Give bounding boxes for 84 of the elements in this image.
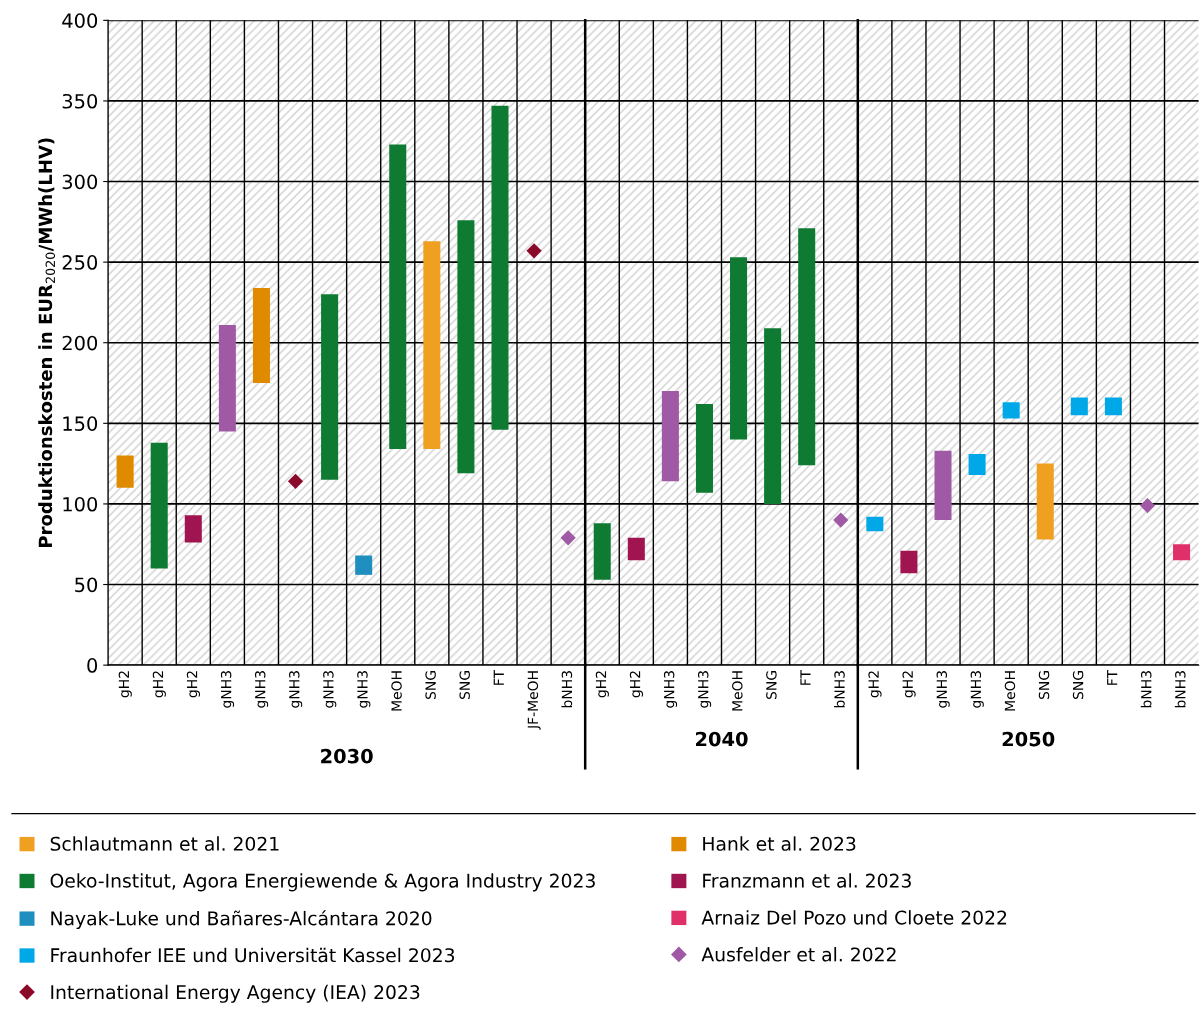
x-axis-title: 2050 xyxy=(1002,731,1055,747)
x-tick-label: gH2 xyxy=(902,671,916,698)
bar xyxy=(900,550,918,574)
legend-label: Schlautmann et al. 2021 xyxy=(50,836,279,851)
bar xyxy=(730,257,748,440)
bar xyxy=(1173,544,1191,561)
bar xyxy=(218,325,236,432)
bar xyxy=(423,241,441,450)
bar xyxy=(1070,397,1088,416)
bar xyxy=(184,515,202,543)
x-tick-label: gH2 xyxy=(152,671,166,698)
legend-label: Oeko-Institut, Agora Energiewende & Agora Industry 2023 xyxy=(50,873,595,892)
x-tick-label: FT xyxy=(1107,669,1118,685)
bar xyxy=(934,450,952,521)
y-tick-label: 50 xyxy=(75,577,98,593)
bar xyxy=(695,403,713,493)
bar xyxy=(252,287,270,384)
x-tick-label: FT xyxy=(800,669,811,685)
bar xyxy=(627,537,645,561)
bar xyxy=(866,516,884,532)
point xyxy=(287,473,304,489)
y-tick-label: 100 xyxy=(63,496,98,512)
bar xyxy=(457,220,475,474)
x-tick-label: gH2 xyxy=(186,671,201,698)
legend-label: Fraunhofer IEE und Universität Kassel 2023 xyxy=(51,947,455,963)
bar xyxy=(968,453,986,475)
x-tick-label: bNH3 xyxy=(834,671,845,708)
y-tick-label: 250 xyxy=(62,255,98,270)
bar xyxy=(321,294,339,480)
x-tick-label: gNH3 xyxy=(254,671,269,708)
x-tick-label: bNH3 xyxy=(1174,671,1186,708)
y-axis-title: Produktionskosten in EUR$_{2020}$/MWh(LHV) xyxy=(38,138,56,547)
legend-label: Ausfelder et al. 2022 xyxy=(701,947,896,962)
x-axis-title: 2030 xyxy=(321,748,373,764)
point xyxy=(560,530,576,546)
x-tick-label: gNH3 xyxy=(970,671,984,708)
x-tick-label: gH2 xyxy=(868,671,882,698)
bar xyxy=(593,523,611,580)
x-tick-label: gNH3 xyxy=(936,671,950,708)
x-tick-label: MeOH xyxy=(391,671,402,711)
bar xyxy=(764,328,782,504)
bar xyxy=(116,455,134,488)
y-tick-label: 200 xyxy=(62,335,98,351)
y-tick-label: 350 xyxy=(62,93,98,109)
x-axis-title: 2040 xyxy=(695,731,748,747)
x-tick-label: JF-MeOH xyxy=(527,671,541,730)
bar xyxy=(1002,402,1020,419)
point xyxy=(526,243,542,259)
legend-label: Hank et al. 2023 xyxy=(703,836,856,851)
y-tick-label: 0 xyxy=(87,658,98,673)
x-tick-label: gNH3 xyxy=(357,671,371,708)
x-tick-label: SNG xyxy=(1072,671,1084,700)
x-tick-label: SNG xyxy=(1038,671,1050,700)
x-tick-label: SNG xyxy=(459,671,470,700)
x-tick-label: SNG xyxy=(766,671,777,700)
x-tick-label: MeOH xyxy=(732,671,743,711)
bar xyxy=(1104,397,1122,416)
x-tick-label: gNH3 xyxy=(663,671,678,708)
x-tick-label: gNH3 xyxy=(289,671,303,708)
bar xyxy=(355,555,373,575)
y-tick-label: 300 xyxy=(62,174,98,190)
bar xyxy=(389,144,407,450)
y-tick-label: 150 xyxy=(63,416,98,431)
x-tick-label: FT xyxy=(493,669,504,685)
x-tick-label: SNG xyxy=(425,671,436,700)
x-tick-label: gH2 xyxy=(118,671,132,698)
x-tick-label: gH2 xyxy=(595,671,609,698)
bar xyxy=(798,228,816,466)
x-tick-label: bNH3 xyxy=(561,671,573,708)
legend-label: Franzmann et al. 2023 xyxy=(703,873,911,888)
x-tick-label: gNH3 xyxy=(220,671,235,708)
legend-label: Nayak-Luke und Bañares-Alcántara 2020 xyxy=(51,910,432,930)
bar xyxy=(491,105,509,430)
bar xyxy=(661,391,679,482)
legend-label: Arnaiz Del Pozo und Cloete 2022 xyxy=(701,910,1007,925)
bar xyxy=(150,442,168,569)
x-tick-label: gH2 xyxy=(629,671,644,698)
x-tick-label: gNH3 xyxy=(323,671,337,708)
bar xyxy=(1036,463,1054,540)
y-tick-label: 400 xyxy=(62,13,98,28)
x-tick-label: MeOH xyxy=(1004,671,1016,711)
legend-label: International Energy Agency (IEA) 2023 xyxy=(51,984,420,1003)
x-tick-label: gNH3 xyxy=(697,671,712,708)
x-tick-label: bNH3 xyxy=(1140,671,1152,708)
